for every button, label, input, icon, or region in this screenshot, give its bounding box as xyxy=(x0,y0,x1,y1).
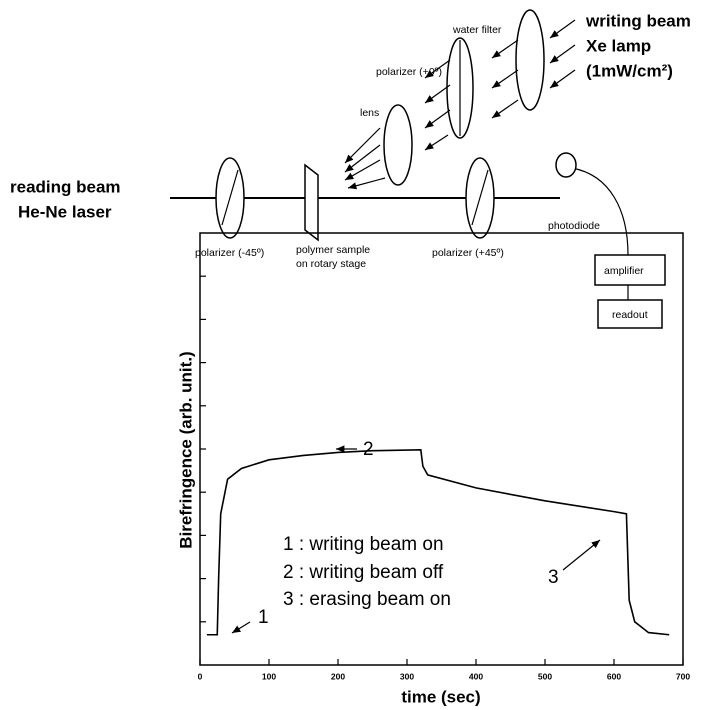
label: polarizer (+45º) xyxy=(432,247,504,259)
setup-diagram: writing beam Xe lamp (1mW/cm²) water fil… xyxy=(10,10,691,328)
annotation: 2 : writing beam off xyxy=(283,562,444,583)
cable xyxy=(572,168,628,255)
label: water filter xyxy=(452,24,502,36)
label: polarizer (+0º) xyxy=(376,66,442,78)
label: reading beam xyxy=(10,177,121,196)
lens xyxy=(384,105,412,185)
label: (1mW/cm²) xyxy=(586,61,673,80)
x-tick-label: 200 xyxy=(331,671,345,681)
annotation: 2 xyxy=(363,439,374,460)
label: lens xyxy=(360,107,379,119)
x-tick-label: 100 xyxy=(262,671,276,681)
label: readout xyxy=(612,309,648,321)
annotation: 1 : writing beam on xyxy=(283,534,444,555)
x-tick-label: 600 xyxy=(607,671,621,681)
x-tick-label: 700 xyxy=(676,671,690,681)
water-filter xyxy=(516,10,544,110)
label: He-Ne laser xyxy=(18,202,112,221)
label: on rotary stage xyxy=(296,258,366,270)
label: polarizer (-45º) xyxy=(195,247,264,259)
sample xyxy=(305,165,318,240)
annotation: 3 xyxy=(548,567,559,588)
x-tick-label: 300 xyxy=(400,671,414,681)
x-tick-label: 500 xyxy=(538,671,552,681)
photodiode-icon xyxy=(556,153,576,177)
label: photodiode xyxy=(548,220,600,232)
label: Xe lamp xyxy=(586,36,651,55)
annotation: 1 xyxy=(258,607,269,628)
x-tick-label: 0 xyxy=(198,671,203,681)
y-axis-label: Birefringence (arb. unit.) xyxy=(176,351,195,548)
x-tick-label: 400 xyxy=(469,671,483,681)
label: amplifier xyxy=(604,265,644,277)
page: {"diagram": { "writing_beam": ["writing … xyxy=(0,0,717,710)
x-axis-label: time (sec) xyxy=(401,687,480,706)
annotation: 3 : erasing beam on xyxy=(283,589,451,610)
label: writing beam xyxy=(585,11,691,30)
figure: writing beam Xe lamp (1mW/cm²) water fil… xyxy=(0,0,717,710)
label: polymer sample xyxy=(296,244,370,256)
